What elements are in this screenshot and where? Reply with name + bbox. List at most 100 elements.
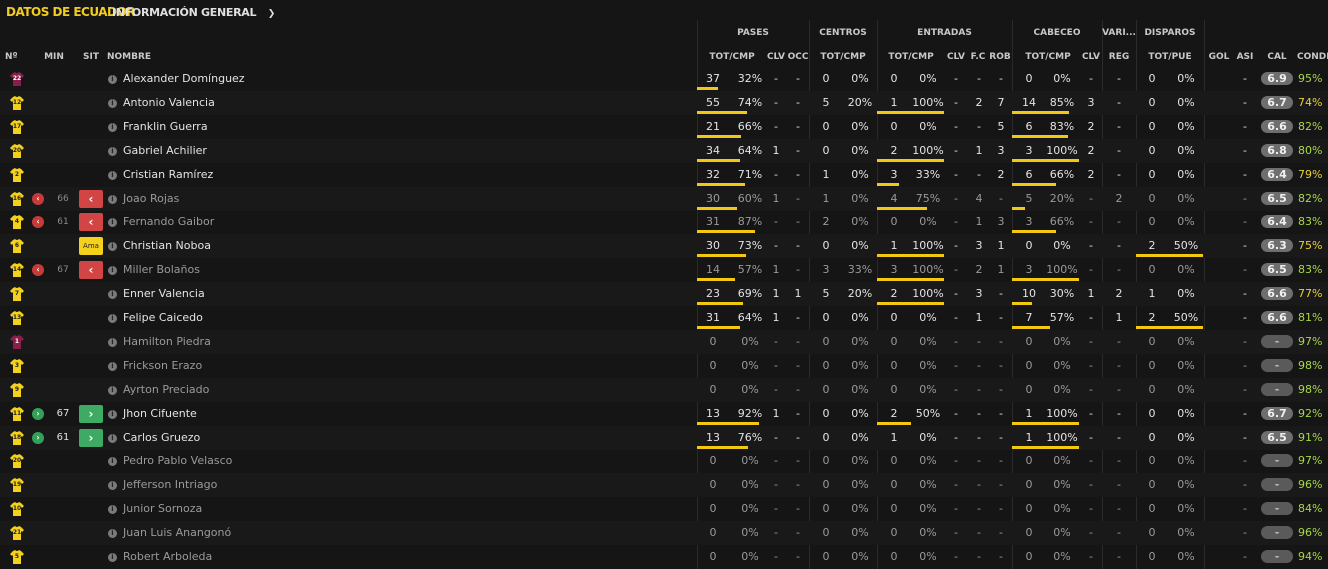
player-info-icon[interactable]: i — [108, 553, 117, 562]
column-header-nombre[interactable]: NOMBRE — [107, 52, 152, 62]
varios-reg: - — [1117, 119, 1121, 133]
column-header-entradas-rob[interactable]: ROB — [989, 52, 1011, 62]
table-row[interactable]: 21 i Juan Luis Anangonó 0 0% - -0 0% 0 0% - - -0 0% - -… — [0, 521, 1328, 546]
pases-pct: 57% — [737, 263, 763, 277]
column-header-entradas-totcmp[interactable]: TOT/CMP — [888, 52, 934, 62]
table-row[interactable]: 2 i Cristian Ramírez 32 71% - -1 0% 3 33% - -2 6 66% 2… — [0, 163, 1328, 187]
table-row[interactable]: 20 i Gabriel Achilier 34 64% 1-0 0% 2 100% -1 3 3 10… — [0, 138, 1328, 163]
table-row[interactable]: 16 ‹ 66 ‹ i Joao Rojas 30 60% 1-1 0% 4 75% -4-5 20% -2… — [0, 186, 1328, 211]
entradas-clv: - — [954, 287, 958, 301]
pases-clv: - — [774, 502, 778, 516]
player-name[interactable]: Junior Sornoza — [123, 502, 203, 516]
view-selector-dropdown[interactable]: INFORMACIÓN GENERAL ❯ — [112, 6, 275, 19]
column-header-num[interactable]: Nº — [5, 52, 18, 62]
player-name[interactable]: Fernando Gaibor — [123, 215, 215, 229]
player-name[interactable]: Robert Arboleda — [123, 550, 213, 563]
table-row[interactable]: 17 i Franklin Guerra 21 66% - -0 0% 0 0% - -5 6 83% 2-… — [0, 115, 1328, 139]
column-header-cal[interactable]: CAL — [1267, 52, 1287, 62]
player-info-icon[interactable]: i — [108, 242, 117, 252]
player-info-icon[interactable]: i — [108, 170, 117, 180]
player-name[interactable]: Frickson Erazo — [123, 358, 203, 372]
player-info-icon[interactable]: i — [108, 194, 117, 204]
table-row[interactable]: 5 i Robert Arboleda 0 0% - - 0 0% 0 0% - - - 0 0% - - 0 0% -… — [0, 545, 1328, 569]
player-name[interactable]: Alexander Domínguez — [123, 72, 245, 85]
table-row[interactable]: 18 › 61 › i Carlos Gruezo 13 76% - -0 0% 1 0% - - -1 100… — [0, 425, 1328, 450]
player-info-icon[interactable]: i — [108, 529, 117, 539]
column-header-entradas-clv[interactable]: CLV — [946, 52, 966, 62]
column-header-reg[interactable]: REG — [1108, 52, 1130, 62]
column-header-sit[interactable]: SIT — [83, 52, 99, 62]
table-row[interactable]: 7 i Enner Valencia 23 69% 1 1 5 20% 2 100% -3-10 30%… — [0, 282, 1328, 307]
table-row[interactable]: 4 ‹ 61 ‹ i Fernando Gaibor 31 87% - -2 0% 0 0% -1 3 3 66… — [0, 210, 1328, 234]
table-row[interactable]: 13 i Felipe Caicedo 31 64% 1 - 0 0% 0 0% - 1 - 7 57% - 1 2… — [0, 306, 1328, 330]
column-header-cabeceo-totcmp[interactable]: TOT/CMP — [1025, 52, 1071, 62]
player-name[interactable]: Ayrton Preciado — [123, 382, 210, 396]
table-row[interactable]: 12 i Antonio Valencia 55 74% - -5 20% 1 100% -2 7 14… — [0, 90, 1328, 115]
player-name[interactable]: Pedro Pablo Velasco — [123, 454, 233, 468]
goles — [1210, 287, 1228, 301]
table-row[interactable]: 3 i Frickson Erazo 0 0% - -0 0% 0 0% - - -0 0% - -0 0% - -… — [0, 354, 1328, 378]
column-header-asi[interactable]: ASI — [1236, 52, 1254, 62]
column-header-gol[interactable]: GOL — [1208, 52, 1230, 62]
player-info-icon[interactable]: i — [108, 409, 117, 419]
player-info-icon[interactable]: i — [108, 290, 117, 300]
entradas-clv: - — [954, 311, 958, 324]
player-info-icon[interactable]: i — [108, 361, 117, 371]
player-name[interactable]: Joao Rojas — [123, 191, 180, 205]
player-name[interactable]: Jhon Cifuente — [123, 406, 197, 420]
player-info-icon[interactable]: i — [108, 314, 117, 323]
entradas-clv: - — [954, 143, 958, 157]
player-info-icon[interactable]: i — [108, 75, 117, 84]
player-info-icon[interactable]: i — [108, 457, 117, 467]
entradas-total: 2 — [890, 287, 898, 301]
player-name[interactable]: Cristian Ramírez — [123, 167, 214, 181]
column-header-min[interactable]: MIN — [44, 52, 64, 62]
table-row[interactable]: 10 i Junior Sornoza 0 0% - -0 0% 0 0% - - -0 0% - -0 0% -… — [0, 497, 1328, 521]
player-name[interactable]: Carlos Gruezo — [123, 430, 201, 444]
player-name[interactable]: Enner Valencia — [123, 287, 205, 301]
column-header-cabeceo-clv[interactable]: CLV — [1081, 52, 1101, 62]
rating-badge: - — [1261, 502, 1293, 516]
table-row[interactable]: 9 i Ayrton Preciado 0 0% - -0 0% 0 0% - - -0 0% - -0 0% -… — [0, 377, 1328, 402]
disparos-total: 0 — [1148, 95, 1156, 109]
goles — [1210, 168, 1228, 182]
player-info-icon[interactable]: i — [108, 505, 117, 515]
minutes-played: 61 — [56, 431, 70, 443]
column-header-cond[interactable]: CONDI — [1297, 52, 1328, 62]
table-row[interactable]: 22 i Alexander Domínguez 37 32% - -0 0% 0 0% - - -0 0… — [0, 67, 1328, 91]
column-header-pases-totcmp[interactable]: TOT/CMP — [709, 52, 755, 62]
table-row[interactable]: 1 i Hamilton Piedra 0 0% - -0 0% 0 0% - - -0 0% - -0 0% -… — [0, 329, 1328, 354]
table-row[interactable]: 6 Ama i Christian Noboa 30 73% - -0 0% 1 100% -3 1 0 0… — [0, 234, 1328, 259]
player-name[interactable]: Gabriel Achilier — [123, 143, 207, 157]
table-row[interactable]: 14 ‹ 67 ‹ i Miller Bolaños 14 57% 1-3 33% 3 100% -2 1… — [0, 258, 1328, 282]
entradas-bar — [877, 110, 944, 114]
table-row[interactable]: 20 i Pedro Pablo Velasco 0 0% - -0 0% 0 0% - - -0 0% -… — [0, 449, 1328, 473]
player-name[interactable]: Christian Noboa — [123, 239, 211, 253]
player-name[interactable]: Franklin Guerra — [123, 119, 208, 133]
column-header-entradas-fc[interactable]: F.C — [970, 52, 986, 62]
column-header-centros-totcmp[interactable]: TOT/CMP — [820, 52, 866, 62]
pases-occ: - — [796, 191, 800, 205]
column-header-disparos-totpue[interactable]: TOT/PUE — [1148, 52, 1192, 62]
column-header-pases-occ[interactable]: OCC — [787, 52, 809, 62]
player-name[interactable]: Hamilton Piedra — [123, 334, 211, 348]
player-info-icon[interactable]: i — [108, 481, 117, 491]
player-name[interactable]: Antonio Valencia — [123, 95, 215, 109]
column-header-pases-clv[interactable]: CLV — [766, 52, 786, 62]
player-info-icon[interactable]: i — [108, 146, 117, 156]
player-name[interactable]: Miller Bolaños — [123, 263, 200, 277]
sub-in-icon: › — [32, 431, 44, 444]
player-name[interactable]: Juan Luis Anangonó — [123, 526, 232, 540]
player-info-icon[interactable]: i — [108, 385, 117, 395]
player-name[interactable]: Jefferson Intriago — [123, 478, 218, 492]
player-info-icon[interactable]: i — [108, 98, 117, 108]
player-info-icon[interactable]: i — [108, 218, 117, 228]
table-row[interactable]: 11 › 67 › i Jhon Cifuente 13 92% 1-0 0% 2 50% - - -1 10… — [0, 402, 1328, 426]
player-info-icon[interactable]: i — [108, 433, 117, 443]
player-name[interactable]: Felipe Caicedo — [123, 311, 203, 324]
table-row[interactable]: 19 i Jefferson Intriago 0 0% - -0 0% 0 0% - - -0 0% - -… — [0, 473, 1328, 498]
player-info-icon[interactable]: i — [108, 266, 117, 276]
minutes-played: 66 — [57, 193, 69, 204]
player-info-icon[interactable]: i — [108, 122, 117, 132]
player-info-icon[interactable]: i — [108, 337, 117, 347]
